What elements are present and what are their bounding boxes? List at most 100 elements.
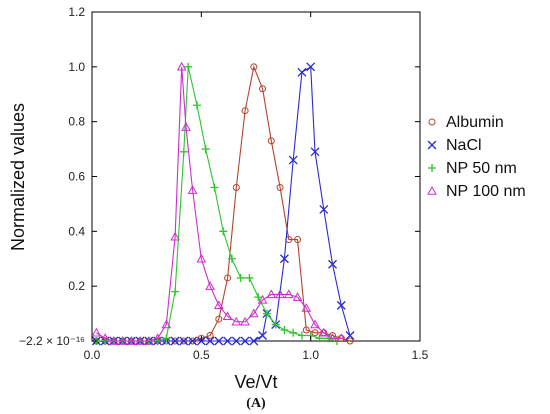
data-point-np-100-nm [176, 61, 187, 71]
data-point-np-100-nm [181, 122, 191, 131]
data-point-np-50-nm [297, 331, 306, 340]
series-albumin [92, 63, 354, 345]
legend-label-nacl: NaCl [446, 137, 482, 154]
data-point-np-100-nm [152, 333, 163, 342]
x-tick-label: 0.5 [193, 348, 210, 362]
data-point-nacl [188, 336, 198, 346]
data-point-np-100-nm [109, 335, 119, 345]
data-point-albumin [250, 63, 258, 71]
x-axis-label: Ve/Vt [234, 372, 277, 392]
data-point-np-100-nm [292, 292, 303, 301]
y-tick-label: 1.2 [68, 5, 85, 19]
data-point-np-100-nm [240, 316, 250, 326]
y-tick-label: 0.6 [68, 170, 85, 184]
tick-layer: 0.0 0.5 1.0 1.5 −2.2 × 10⁻¹⁶ 0.2 0.4 0.6 0.8 1.0 1… [19, 5, 429, 362]
data-point-albumin [302, 326, 310, 334]
data-point-np-100-nm [327, 333, 338, 342]
series-nacl [91, 62, 355, 346]
data-point-np-100-nm [170, 231, 180, 241]
data-point-nacl [328, 259, 337, 269]
data-point-np-50-nm [184, 62, 193, 71]
y-tick-label: 0.2 [68, 279, 85, 293]
x-tick-label: 1.5 [412, 348, 429, 362]
y-tick-label: −2.2 × 10⁻¹⁶ [19, 334, 85, 348]
legend-marker-albumin [428, 118, 436, 126]
data-point-np-50-nm [179, 147, 188, 156]
series-layer [91, 61, 355, 346]
data-point-np-50-nm [171, 287, 180, 296]
data-point-np-100-nm [205, 281, 215, 290]
legend-label-albumin: Albumin [446, 114, 504, 131]
data-point-np-100-nm [117, 335, 128, 345]
data-point-np-50-nm [315, 334, 324, 343]
series-line-albumin [96, 64, 351, 342]
data-point-nacl [336, 300, 346, 310]
data-point-np-50-nm [245, 273, 254, 282]
data-point-np-50-nm [192, 101, 201, 110]
data-point-albumin [206, 332, 214, 340]
data-point-np-100-nm [283, 289, 294, 299]
data-point-np-50-nm [201, 145, 210, 154]
data-point-np-50-nm [280, 326, 289, 335]
data-point-albumin [311, 329, 319, 337]
data-point-np-50-nm [219, 227, 228, 236]
figure-caption: (A) [246, 396, 266, 411]
data-point-albumin [232, 183, 240, 191]
x-tick-label: 0.0 [84, 348, 101, 362]
data-point-np-100-nm [257, 294, 268, 304]
data-point-nacl [240, 336, 250, 346]
data-point-np-50-nm [210, 183, 219, 192]
legend-label-np-100-nm: NP 100 nm [446, 183, 526, 200]
data-point-nacl [306, 62, 316, 72]
data-point-np-50-nm [227, 254, 236, 263]
data-point-np-100-nm [222, 311, 233, 321]
data-point-np-100-nm [318, 327, 329, 337]
data-point-np-50-nm [162, 334, 171, 343]
legend-marker-nacl [427, 140, 437, 150]
data-point-nacl [170, 336, 180, 346]
data-point-nacl [319, 204, 329, 214]
data-point-np-100-nm [336, 333, 347, 342]
data-point-np-100-nm [310, 319, 320, 329]
data-point-np-100-nm [126, 335, 137, 345]
data-point-nacl [345, 331, 355, 340]
data-point-albumin [346, 337, 354, 345]
data-point-albumin [241, 107, 249, 115]
data-point-nacl [223, 336, 233, 346]
x-tick-label: 1.0 [302, 348, 319, 362]
data-point-np-100-nm [213, 300, 224, 310]
series-np-100-nm [91, 61, 347, 345]
data-point-np-50-nm [236, 273, 245, 282]
y-tick-label: 0.8 [68, 115, 85, 129]
data-point-np-100-nm [187, 185, 198, 194]
data-point-np-100-nm [231, 316, 242, 326]
data-point-albumin [224, 274, 232, 282]
legend: Albumin NaCl NP 50 nm NP 100 nm [427, 114, 526, 200]
data-point-np-50-nm [271, 320, 280, 329]
data-point-albumin [215, 315, 223, 323]
data-point-nacl [279, 254, 289, 264]
legend-marker-np-50-nm [428, 164, 436, 172]
data-point-np-100-nm [196, 253, 207, 263]
data-point-nacl [249, 336, 259, 346]
y-tick-label: 1.0 [68, 60, 85, 74]
y-axis-label: Normalized values [8, 103, 28, 251]
data-point-np-100-nm [161, 319, 172, 329]
data-point-np-50-nm [254, 293, 263, 302]
data-point-np-100-nm [100, 333, 110, 342]
data-point-np-100-nm [248, 308, 259, 318]
legend-marker-np-100-nm [427, 185, 437, 195]
data-point-albumin [276, 183, 284, 191]
data-point-np-100-nm [135, 335, 145, 345]
data-point-nacl [288, 155, 298, 165]
data-point-nacl [214, 336, 224, 346]
legend-label-np-50-nm: NP 50 nm [446, 160, 517, 177]
data-point-nacl [258, 331, 268, 340]
data-point-np-100-nm [266, 289, 277, 299]
data-point-np-50-nm [262, 309, 271, 318]
data-point-nacl [231, 336, 241, 346]
data-point-np-100-nm [301, 303, 312, 312]
data-point-np-100-nm [275, 289, 285, 299]
data-point-np-100-nm [91, 327, 102, 337]
